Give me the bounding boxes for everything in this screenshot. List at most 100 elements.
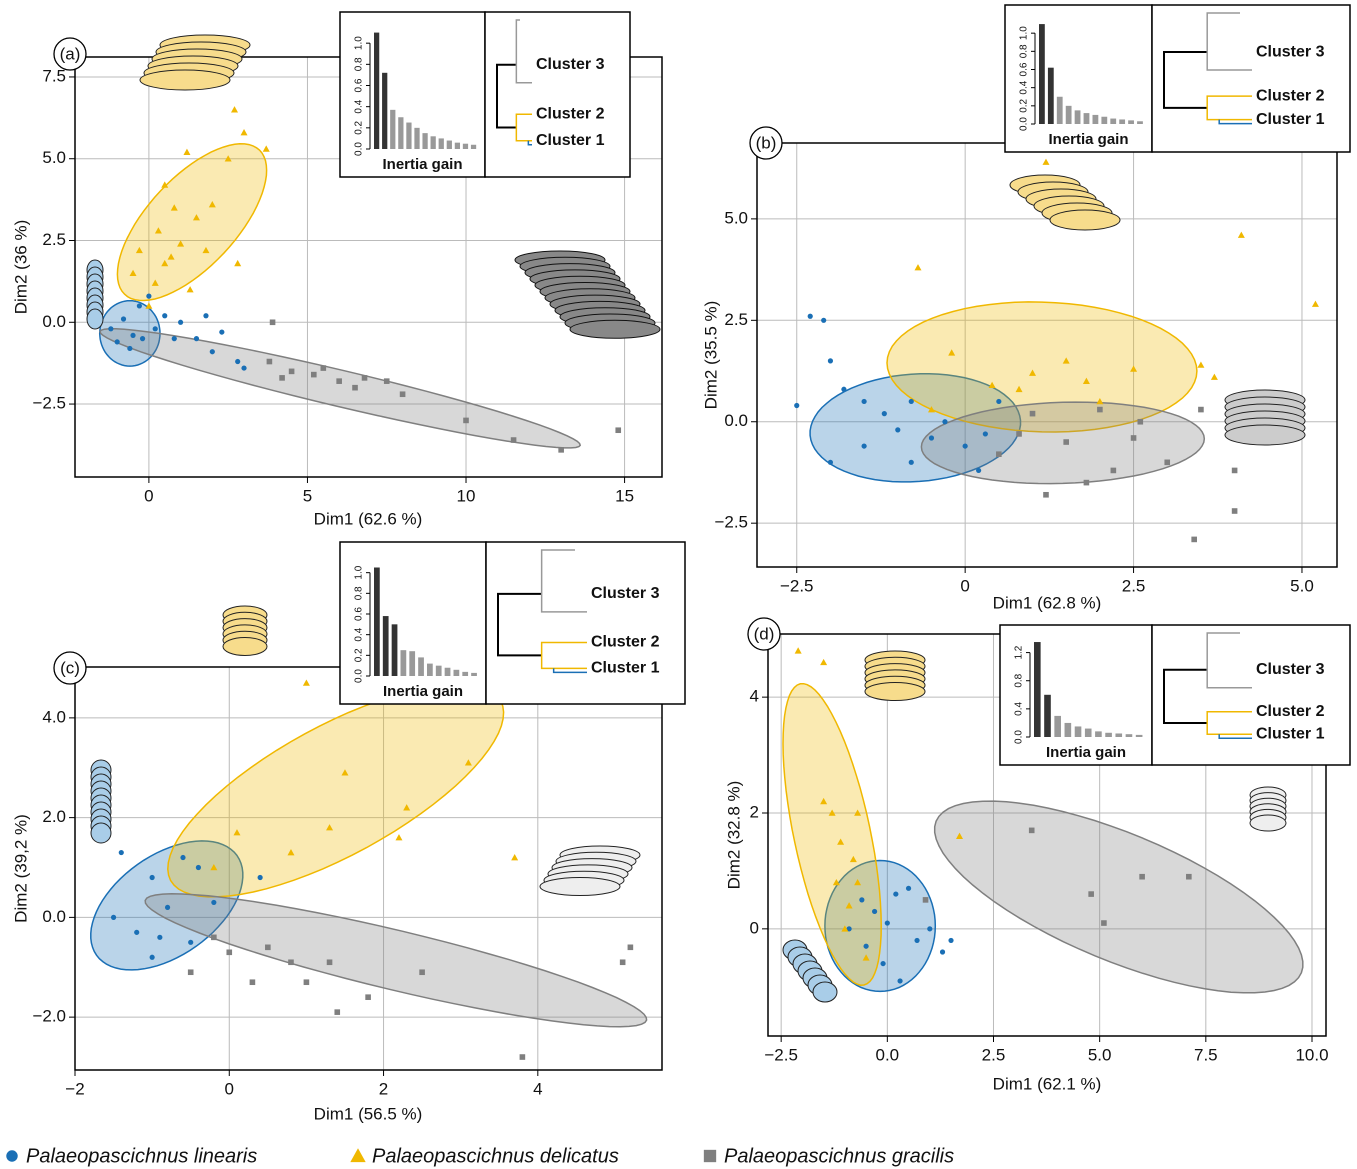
- inset-title: Inertia gain: [383, 683, 463, 700]
- fossil-sketch: [865, 683, 925, 701]
- fossil-sketch: [91, 823, 111, 843]
- figure: 0510157.55.02.50.0−2.5(a)Dim1 (62.6 %)Di…: [0, 0, 1357, 1169]
- fossil-sketch: [813, 982, 837, 1002]
- inset-tick-label: 0.6: [1019, 62, 1030, 76]
- inertia-bar: [471, 673, 477, 676]
- point: [1164, 460, 1170, 466]
- inertia-bar: [455, 143, 460, 149]
- inertia-bar: [447, 141, 452, 149]
- point: [794, 403, 799, 408]
- y-tick-label: 4: [750, 687, 759, 706]
- point: [828, 460, 833, 465]
- fossil-sketch: [87, 309, 103, 329]
- point: [1232, 468, 1238, 474]
- point: [880, 961, 885, 966]
- inertia-bar: [439, 138, 444, 149]
- point: [336, 378, 342, 384]
- panel: −2.502.55.05.02.50.0−2.5(b)Dim1 (62.8 %)…: [701, 127, 1337, 612]
- point: [203, 313, 208, 318]
- inertia-bar: [1093, 115, 1099, 124]
- inertia-bar: [1119, 119, 1125, 124]
- inertia-bar: [383, 616, 389, 676]
- point: [196, 865, 201, 870]
- inset-tick-label: 0.2: [354, 648, 365, 662]
- point: [841, 387, 846, 392]
- point: [872, 909, 877, 914]
- panel-label: (d): [754, 624, 775, 643]
- point: [923, 897, 929, 903]
- fossil-sketch: [570, 320, 660, 338]
- point: [1042, 159, 1049, 165]
- x-tick-label: −2.5: [780, 576, 814, 595]
- point: [1197, 361, 1204, 367]
- inset: 0.00.40.81.2Inertia gainCluster 3Cluster…: [1000, 625, 1350, 765]
- point: [395, 834, 402, 840]
- inertia-bar: [1075, 110, 1081, 124]
- point: [188, 940, 193, 945]
- point: [1063, 439, 1069, 445]
- inertia-bar: [1126, 734, 1133, 737]
- point: [130, 333, 135, 338]
- point: [1101, 920, 1107, 926]
- point: [365, 994, 371, 1000]
- point: [111, 915, 116, 920]
- dendrogram-box: [1152, 625, 1350, 765]
- point: [6, 1150, 17, 1161]
- point: [265, 945, 271, 951]
- point: [211, 935, 217, 941]
- inertia-bar: [382, 73, 387, 149]
- cluster-label: Cluster 2: [1256, 87, 1325, 104]
- point: [1312, 301, 1319, 307]
- point: [859, 897, 864, 902]
- y-tick-label: 5.0: [724, 208, 748, 227]
- point: [511, 854, 518, 860]
- y-tick-label: 7.5: [42, 66, 66, 85]
- point: [226, 949, 232, 955]
- point: [350, 1148, 365, 1162]
- point: [146, 294, 151, 299]
- point: [303, 679, 310, 685]
- inertia-bar: [418, 657, 424, 676]
- inertia-bar: [1095, 731, 1102, 737]
- fossil-sketch: [1050, 210, 1120, 230]
- inertia-bar: [390, 110, 395, 149]
- point: [1238, 232, 1245, 238]
- x-tick-label: 5.0: [1290, 576, 1314, 595]
- inset-tick-label: 0.0: [1014, 730, 1025, 744]
- inertia-bar: [1048, 68, 1054, 124]
- inset-title: Inertia gain: [1048, 131, 1128, 148]
- legend-label: Palaeopascichnus delicatus: [372, 1145, 619, 1167]
- point: [885, 920, 890, 925]
- point: [1084, 480, 1090, 486]
- point: [334, 1009, 340, 1015]
- cluster-label: Cluster 3: [591, 585, 660, 602]
- x-tick-label: 0: [225, 1079, 234, 1098]
- point: [289, 369, 295, 375]
- inertia-bar: [1105, 733, 1112, 737]
- panel-label: (c): [60, 658, 80, 677]
- point: [194, 336, 199, 341]
- cluster-label: Cluster 2: [591, 634, 660, 651]
- point: [1139, 874, 1145, 880]
- x-tick-label: 7.5: [1194, 1045, 1218, 1064]
- inertia-bar: [374, 33, 379, 149]
- cluster-label: Cluster 3: [1256, 661, 1325, 678]
- point: [352, 385, 358, 391]
- dendrogram-box: [486, 542, 685, 704]
- inset-tick-label: 1.0: [354, 36, 365, 50]
- confidence-ellipse: [168, 685, 504, 897]
- inset: 0.00.20.40.60.81.0Inertia gainCluster 3C…: [1005, 5, 1350, 152]
- point: [172, 336, 177, 341]
- confidence-ellipse: [117, 144, 266, 301]
- inset-tick-label: 0.4: [354, 627, 365, 641]
- point: [615, 427, 621, 433]
- point: [211, 900, 216, 905]
- point: [942, 419, 947, 424]
- inertia-bar: [392, 624, 398, 676]
- inset-tick-label: 0.8: [354, 586, 365, 600]
- inset-tick-label: 0.0: [354, 142, 365, 156]
- point: [231, 106, 238, 112]
- cluster-label: Cluster 1: [1256, 725, 1325, 742]
- point: [909, 399, 914, 404]
- point: [862, 443, 867, 448]
